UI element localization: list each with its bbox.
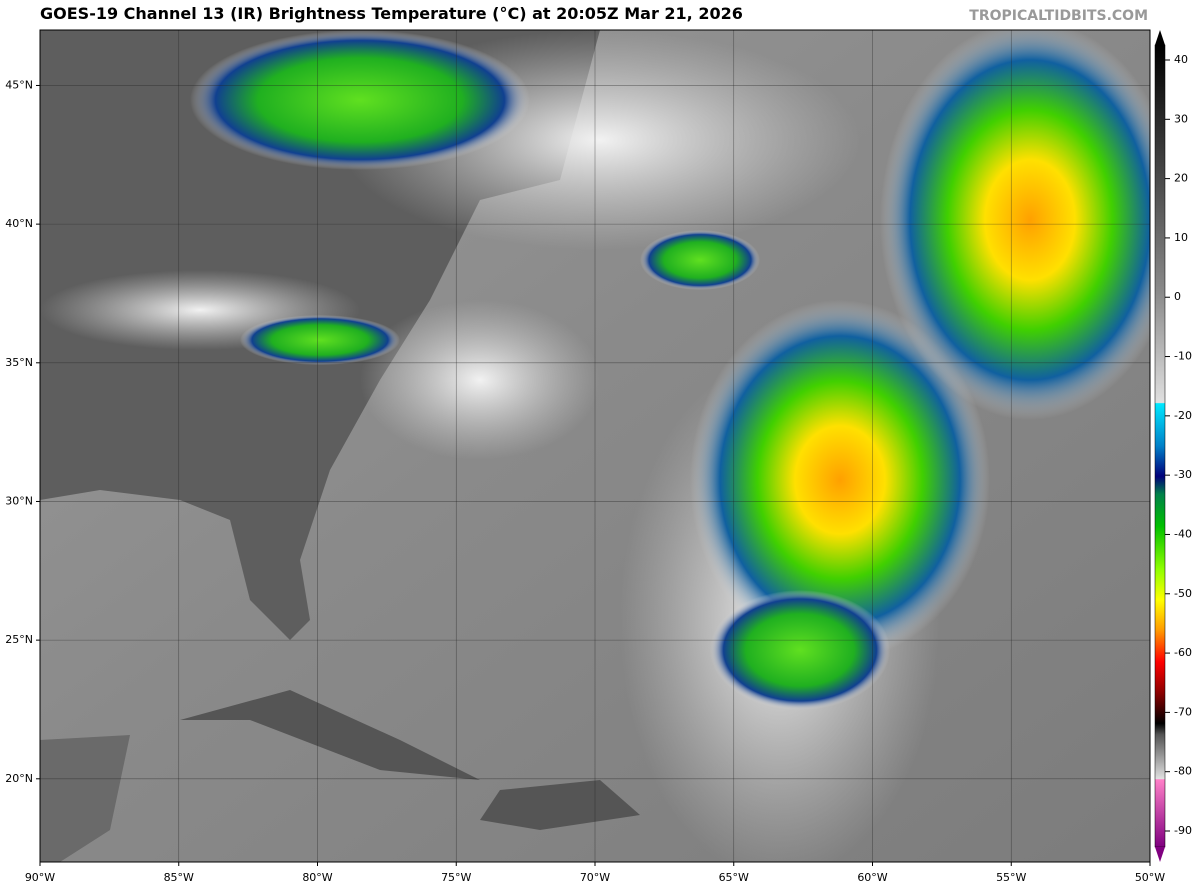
colorbar-tick-label: -90 bbox=[1174, 824, 1192, 837]
cloud bbox=[360, 300, 600, 460]
lon-tick-label: 50°W bbox=[1135, 871, 1165, 884]
colorbar-tick-label: -70 bbox=[1174, 705, 1192, 718]
storm bbox=[880, 30, 1150, 420]
colorbar-tick-label: -60 bbox=[1174, 646, 1192, 659]
colorbar-tick-label: 10 bbox=[1174, 231, 1188, 244]
colorbar-tick-label: 30 bbox=[1174, 112, 1188, 125]
lon-tick-label: 85°W bbox=[164, 871, 194, 884]
cloud-cold bbox=[240, 315, 400, 365]
land-yucatan bbox=[40, 735, 130, 862]
satellite-image bbox=[40, 30, 1150, 862]
lon-tick-label: 70°W bbox=[580, 871, 610, 884]
colorbar-tick-label: 0 bbox=[1174, 290, 1181, 303]
colorbar-tick-label: -10 bbox=[1174, 350, 1192, 363]
colorbar-tick-label: -50 bbox=[1174, 587, 1192, 600]
colorbar-tick-label: -40 bbox=[1174, 527, 1192, 540]
lon-tick-label: 75°W bbox=[441, 871, 471, 884]
land-hispaniola bbox=[480, 780, 640, 830]
cloud-cold bbox=[190, 30, 530, 170]
lat-tick-label: 30°N bbox=[5, 494, 33, 507]
lat-tick-label: 20°N bbox=[5, 772, 33, 785]
lat-tick-label: 25°N bbox=[5, 633, 33, 646]
lon-tick-label: 80°W bbox=[302, 871, 332, 884]
colorbar-extend-top bbox=[1155, 30, 1165, 45]
credit: TROPICALTIDBITS.COM bbox=[969, 8, 1148, 24]
colorbar-tick-label: -30 bbox=[1174, 468, 1192, 481]
title: GOES-19 Channel 13 (IR) Brightness Tempe… bbox=[40, 4, 743, 23]
cloud-cold bbox=[640, 230, 760, 290]
lat-tick-label: 40°N bbox=[5, 217, 33, 230]
colorbar bbox=[1154, 44, 1166, 848]
colorbar-tick-label: -80 bbox=[1174, 765, 1192, 778]
lon-tick-label: 55°W bbox=[996, 871, 1026, 884]
cloud-cold bbox=[710, 590, 890, 710]
colorbar-tick-label: 20 bbox=[1174, 172, 1188, 185]
land-cuba bbox=[180, 690, 480, 780]
lat-tick-label: 35°N bbox=[5, 356, 33, 369]
colorbar-extend-bottom bbox=[1155, 847, 1165, 862]
colorbar-tick-label: 40 bbox=[1174, 53, 1188, 66]
lat-tick-label: 45°N bbox=[5, 78, 33, 91]
graticule bbox=[39, 30, 1151, 862]
lon-tick-label: 60°W bbox=[857, 871, 887, 884]
lon-tick-label: 65°W bbox=[719, 871, 749, 884]
colorbar-tick-label: -20 bbox=[1174, 409, 1192, 422]
storm bbox=[690, 300, 990, 660]
lon-tick-label: 90°W bbox=[25, 871, 55, 884]
